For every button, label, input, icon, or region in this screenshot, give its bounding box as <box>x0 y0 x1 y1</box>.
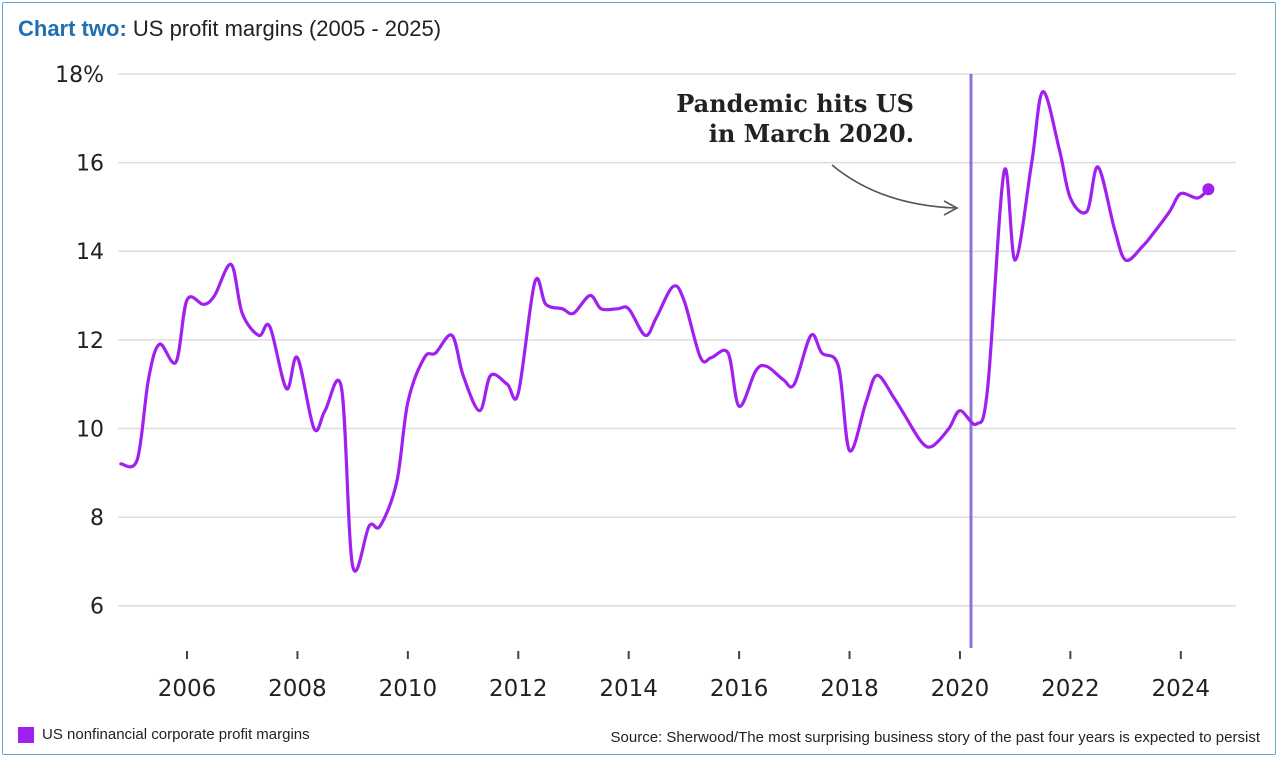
legend-label: US nonfinancial corporate profit margins <box>42 726 310 743</box>
chart-title-lead: Chart two: <box>18 16 127 41</box>
source-note: Source: Sherwood/The most surprising bus… <box>610 729 1260 746</box>
legend: US nonfinancial corporate profit margins <box>18 726 310 743</box>
x-tick-label: 2006 <box>158 676 217 702</box>
x-tick-label: 2020 <box>931 676 990 702</box>
annotation-line: in March 2020. <box>709 119 914 148</box>
x-tick-label: 2010 <box>379 676 438 702</box>
y-tick-label: 6 <box>90 595 104 620</box>
y-tick-label: 18% <box>55 63 104 88</box>
annotation-text: Pandemic hits US in March 2020. <box>676 89 914 148</box>
y-tick-label: 10 <box>76 417 104 442</box>
x-tick-label: 2016 <box>710 676 769 702</box>
x-tick-label: 2022 <box>1041 676 1100 702</box>
x-tick-label: 2024 <box>1152 676 1211 702</box>
y-tick-label: 12 <box>76 329 104 354</box>
y-tick-label: 14 <box>76 240 104 265</box>
annotation-arrow <box>831 164 956 209</box>
x-tick-label: 2008 <box>268 676 327 702</box>
x-tick-label: 2012 <box>489 676 548 702</box>
series-end-point <box>1202 183 1215 196</box>
y-tick-label: 16 <box>76 152 104 177</box>
chart-title: Chart two: US profit margins (2005 - 202… <box>18 16 441 42</box>
annotation-line: Pandemic hits US <box>676 89 914 118</box>
chart-title-text: US profit margins (2005 - 2025) <box>132 16 442 41</box>
x-tick-label: 2014 <box>599 676 658 702</box>
line-chart: 6 8 10 12 14 16 18% 2006 2008 2010 2012 2014 2016 201… <box>55 63 1236 702</box>
x-tick-label: 2018 <box>820 676 879 702</box>
y-tick-label: 8 <box>90 506 104 531</box>
legend-swatch <box>18 726 34 743</box>
series-line <box>119 90 1210 573</box>
annotation-arrowhead <box>943 200 959 216</box>
